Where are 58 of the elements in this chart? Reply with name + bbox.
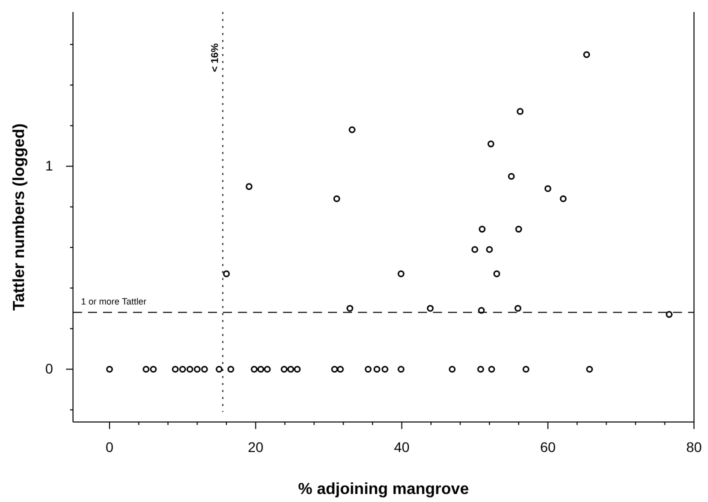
point <box>586 366 593 373</box>
point <box>374 366 380 373</box>
point <box>398 270 404 278</box>
point <box>333 195 340 202</box>
point <box>471 246 478 253</box>
point <box>508 173 515 180</box>
point <box>426 304 434 312</box>
point <box>250 366 258 373</box>
point <box>666 311 673 318</box>
point <box>514 304 522 312</box>
point <box>294 366 301 373</box>
point <box>515 226 522 233</box>
point <box>364 366 372 373</box>
point <box>223 270 230 278</box>
point <box>516 108 524 115</box>
point <box>227 366 234 373</box>
point <box>448 366 456 373</box>
x-tick-label: 40 <box>394 438 410 455</box>
point <box>201 366 208 373</box>
point <box>544 185 552 192</box>
point <box>398 366 404 373</box>
point <box>477 366 484 373</box>
point <box>478 306 485 314</box>
point <box>216 366 223 373</box>
ref-line-label: < 16% <box>210 43 221 72</box>
point <box>382 366 388 373</box>
y-axis-title: Tattler numbers (logged) <box>11 123 28 311</box>
point <box>488 366 496 373</box>
y-tick-label: 1 <box>45 158 54 174</box>
point <box>348 126 356 134</box>
point <box>560 195 567 202</box>
point <box>346 304 354 312</box>
point <box>194 366 201 373</box>
x-axis-title: % adjoining mangrove <box>298 481 469 498</box>
x-tick-label: 80 <box>686 438 702 455</box>
point <box>486 246 493 253</box>
point <box>179 366 186 373</box>
point <box>583 51 590 58</box>
point <box>287 366 294 373</box>
point <box>331 366 338 373</box>
point <box>264 366 271 373</box>
point <box>246 183 252 190</box>
point <box>522 366 530 373</box>
point <box>257 366 264 373</box>
point <box>150 366 157 373</box>
point <box>337 366 344 373</box>
point <box>106 366 113 373</box>
point <box>478 226 486 233</box>
point <box>186 366 194 373</box>
x-tick-label: 0 <box>106 438 114 455</box>
ref-line-label: 1 or more Tattler <box>81 296 146 306</box>
point <box>142 366 150 373</box>
point <box>172 366 179 373</box>
point <box>488 140 494 148</box>
x-tick-label: 60 <box>540 438 556 455</box>
point <box>493 270 500 278</box>
point <box>280 366 288 373</box>
x-tick-label: 20 <box>248 438 264 455</box>
